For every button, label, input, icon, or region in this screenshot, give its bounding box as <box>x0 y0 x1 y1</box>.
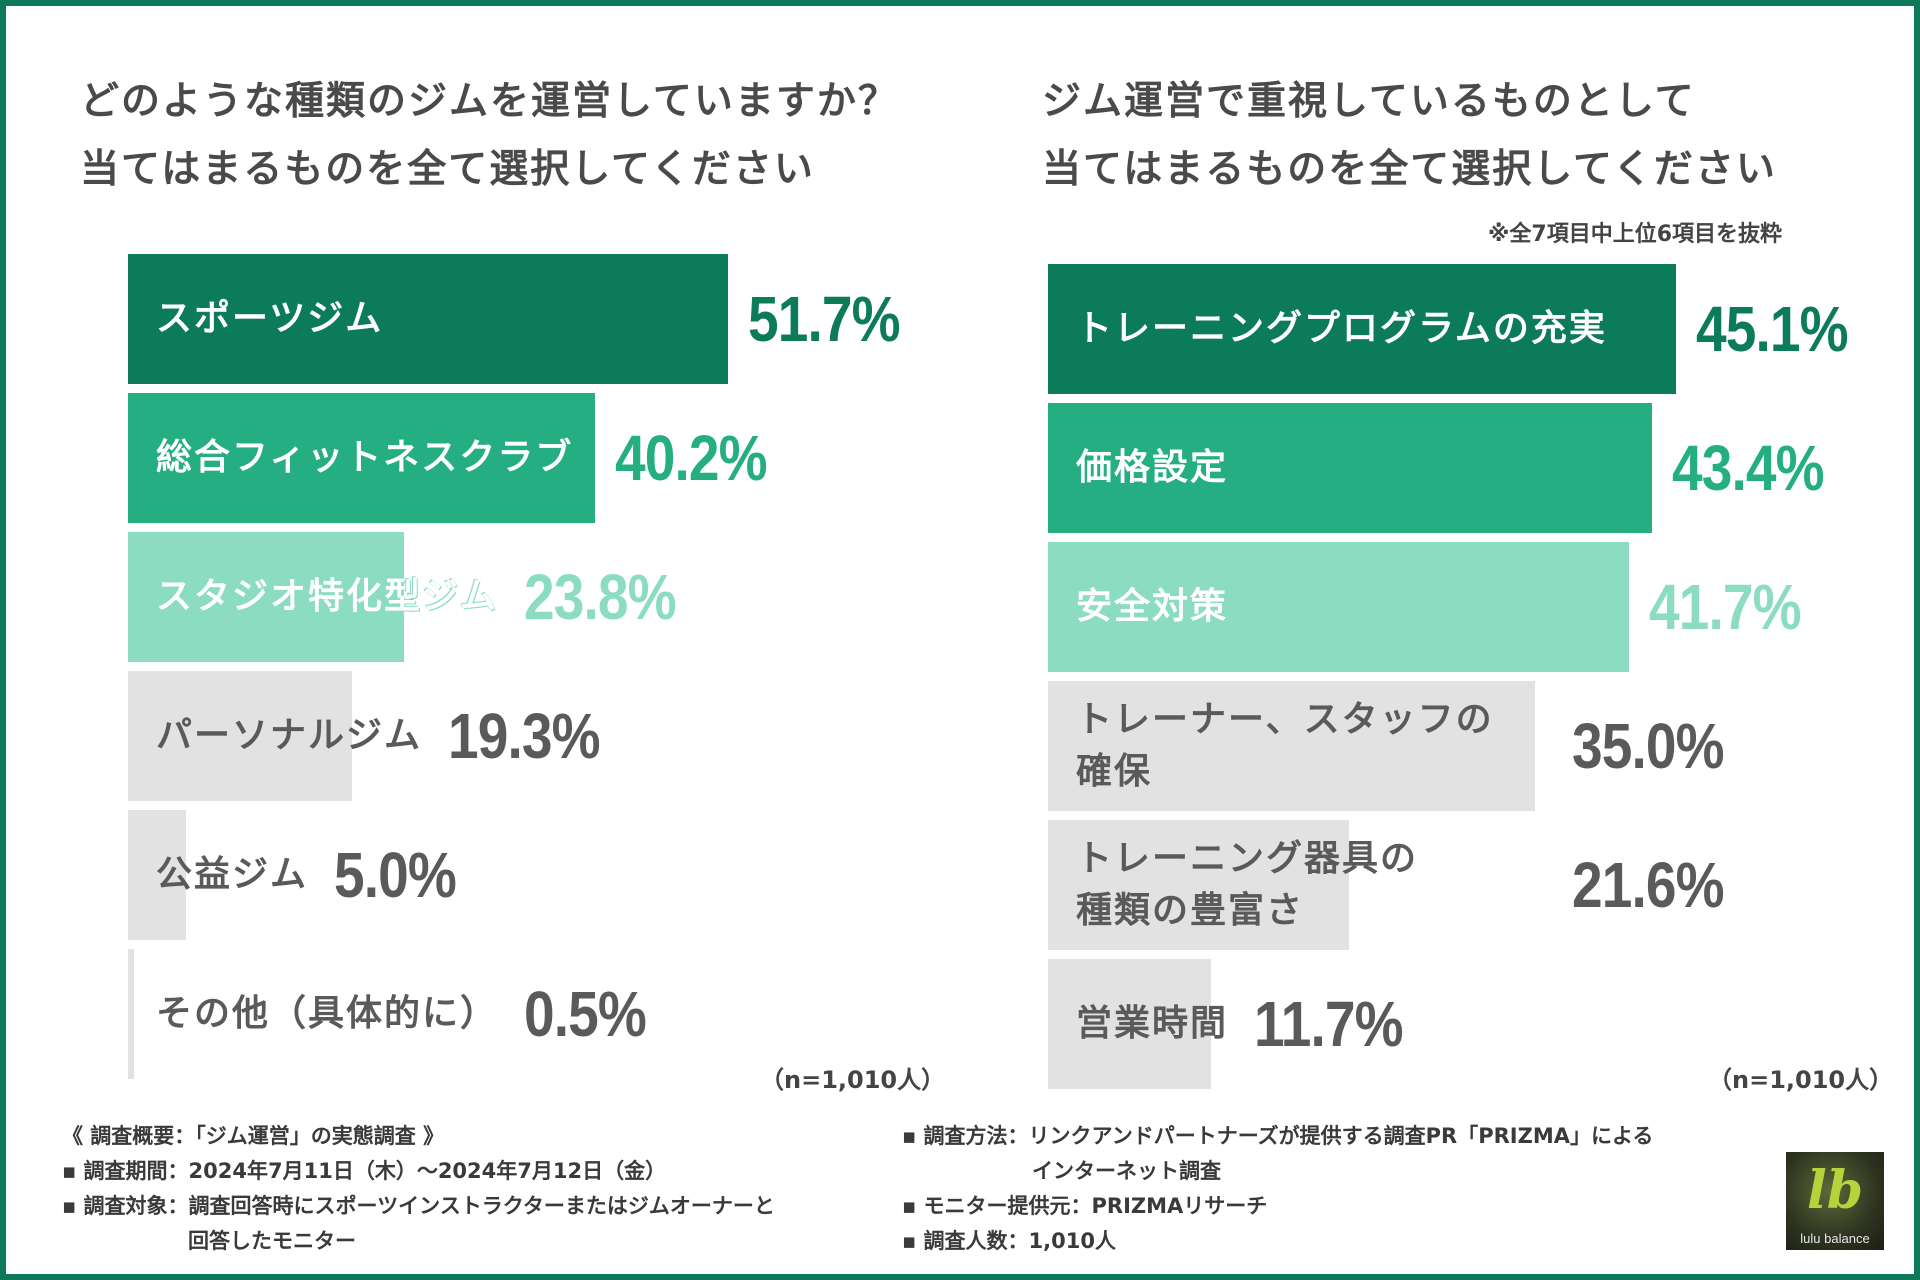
left-value-label-3: 23.8% <box>524 561 677 633</box>
logo-text: lulu balance <box>1800 1231 1870 1246</box>
right-bar-4 <box>1048 681 1536 811</box>
right-title-line-2: 当てはまるものを全て選択してください <box>1042 147 1777 192</box>
right-bar-1 <box>1048 264 1676 394</box>
left-value-label-6: 0.5% <box>524 978 647 1050</box>
left-category-label-3: スタジオ特化型ジム <box>156 576 499 617</box>
left-bar-6 <box>128 949 134 1079</box>
left-title-line-2: 当てはまるものを全て選択してください <box>80 147 815 192</box>
right-category-label-4: トレーナー、スタッフの 確保 <box>1076 699 1494 792</box>
right-value-label-3: 41.7% <box>1648 571 1802 643</box>
left-category-label-4: パーソナルジム <box>156 715 423 756</box>
left-question-title: どのような種類のジムを運営していますか？ 当てはまるものを全て選択してください <box>80 68 899 204</box>
left-title-line-1: どのような種類のジムを運営していますか？ <box>80 79 899 124</box>
right-bar-5 <box>1048 820 1349 950</box>
right-bar-3 <box>1048 542 1629 672</box>
left-bar-4 <box>128 671 352 801</box>
right-category-label-3: 安全対策 <box>1076 586 1229 627</box>
left-bar-1 <box>128 254 728 384</box>
right-bar-6 <box>1048 959 1211 1089</box>
left-bar-3 <box>128 532 405 662</box>
right-sample-size: （n=1,010人） <box>1708 1066 1894 1094</box>
left-value-label-1: 51.7% <box>748 283 901 355</box>
right-chart-note: ※全7項目中上位6項目を抜粋 <box>1488 222 1783 247</box>
footer-overview-heading: 《 調査概要：「ジム運営」の実態調査 》 <box>62 1124 445 1148</box>
left-bar-2 <box>128 393 595 523</box>
left-value-label-5: 5.0% <box>334 839 457 911</box>
footer-method: ▪ 調査方法：リンクアンドパートナーズが提供する調査PR「PRIZMA」による <box>902 1124 1654 1148</box>
right-value-label-6: 11.7% <box>1254 988 1404 1060</box>
right-title-line-1: ジム運営で重視しているものとして <box>1042 79 1696 124</box>
right-bar-2 <box>1048 403 1653 533</box>
left-category-label-1: スポーツジム <box>156 298 384 339</box>
footer-method-cont: インターネット調査 <box>1032 1159 1221 1183</box>
left-category-label-5: 公益ジム <box>156 854 309 895</box>
footer-monitor-source: ▪ モニター提供元：PRIZMAリサーチ <box>902 1194 1268 1218</box>
left-value-label-2: 40.2% <box>614 422 768 494</box>
left-category-label-2: 総合フィットネスクラブ <box>156 437 574 478</box>
footer-target: ▪ 調査対象：調査回答時にスポーツインストラクターまたはジムオーナーと <box>62 1194 775 1218</box>
right-question-title: ジム運営で重視しているものとして 当てはまるものを全て選択してください <box>1042 68 1777 204</box>
right-value-label-2: 43.4% <box>1672 432 1825 504</box>
left-category-label-6: その他（具体的に） <box>156 993 499 1034</box>
right-category-label-6: 営業時間 <box>1076 1003 1229 1044</box>
right-value-label-1: 45.1% <box>1696 293 1849 365</box>
right-category-label-1: トレーニングプログラムの充実 <box>1076 308 1607 349</box>
right-category-label-2: 価格設定 <box>1076 447 1229 488</box>
left-bar-5 <box>128 810 187 940</box>
left-sample-size: （n=1,010人） <box>760 1066 946 1094</box>
logo-mark: lb <box>1806 1160 1864 1221</box>
right-category-label-5: トレーニング器具の 種類の豊富さ <box>1076 838 1419 931</box>
footer-sample-count: ▪ 調査人数：1,010人 <box>902 1229 1116 1253</box>
footer-period: ▪ 調査期間：2024年7月11日（木）〜2024年7月12日（金） <box>62 1159 667 1183</box>
lulu-balance-logo: lb lulu balance <box>1786 1152 1884 1250</box>
left-value-label-4: 19.3% <box>448 700 601 772</box>
right-value-label-4: 35.0% <box>1572 710 1725 782</box>
footer-target-cont: 回答したモニター <box>188 1229 356 1253</box>
right-value-label-5: 21.6% <box>1572 849 1725 921</box>
